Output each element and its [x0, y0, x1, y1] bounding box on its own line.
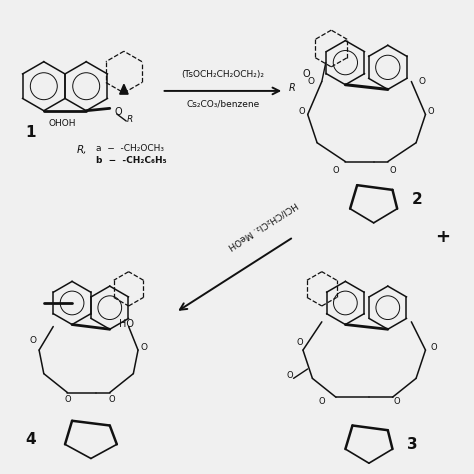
- Text: HO: HO: [119, 319, 134, 328]
- Text: O: O: [109, 395, 116, 404]
- Text: (TsOCH₂CH₂OCH₂)₂: (TsOCH₂CH₂OCH₂)₂: [182, 70, 264, 79]
- Text: 1: 1: [25, 125, 36, 140]
- Text: Cs₂CO₃/benzene: Cs₂CO₃/benzene: [186, 100, 259, 109]
- Text: b  −  -CH₂C₆H₅: b − -CH₂C₆H₅: [96, 156, 166, 165]
- Text: O: O: [296, 338, 303, 347]
- Text: O: O: [394, 397, 401, 406]
- Text: a  −  -CH₂OCH₃: a − -CH₂OCH₃: [96, 144, 164, 153]
- Text: R,: R,: [77, 145, 87, 155]
- Text: R: R: [289, 83, 296, 93]
- Text: O: O: [319, 397, 325, 406]
- Text: O: O: [299, 108, 305, 117]
- Text: R: R: [126, 116, 133, 125]
- Text: OHOH: OHOH: [49, 119, 76, 128]
- Text: O: O: [333, 166, 339, 175]
- Text: O: O: [419, 77, 426, 86]
- Polygon shape: [119, 84, 128, 94]
- Text: O: O: [64, 395, 71, 404]
- Text: 2: 2: [411, 192, 422, 207]
- Text: O: O: [140, 343, 147, 352]
- Text: O: O: [430, 343, 437, 352]
- Text: O: O: [115, 108, 122, 118]
- Text: O: O: [308, 77, 315, 86]
- Text: O: O: [287, 371, 293, 380]
- Text: O: O: [30, 336, 36, 345]
- Text: O: O: [389, 166, 396, 175]
- Text: O: O: [303, 69, 310, 79]
- Text: O: O: [428, 108, 435, 117]
- Text: 3: 3: [407, 437, 417, 452]
- Text: HCl/CH₂Cl₂. MeOH: HCl/CH₂Cl₂. MeOH: [227, 200, 299, 251]
- Text: 4: 4: [25, 432, 36, 447]
- Text: +: +: [435, 228, 450, 246]
